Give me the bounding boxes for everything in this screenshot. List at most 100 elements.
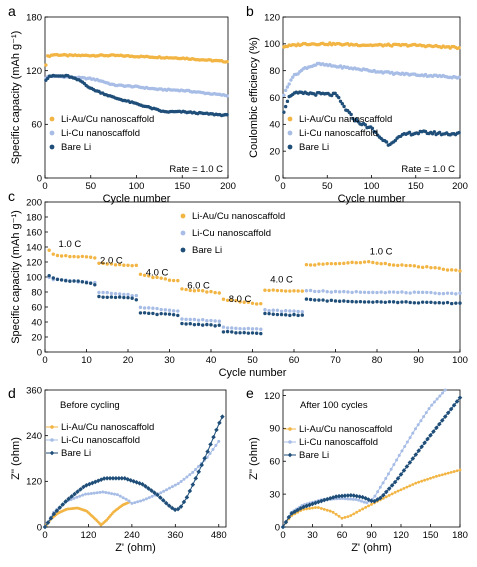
panel-e-point (393, 491, 397, 494)
panel-b-point (393, 138, 398, 143)
panel-c-point (238, 326, 242, 331)
panel-e-point (403, 444, 407, 448)
panel-c-point (101, 290, 105, 295)
panel-b-xtick-label: 100 (364, 181, 380, 192)
panel-c-point (230, 330, 234, 334)
panel-e-point (392, 463, 396, 467)
panel-c-point (122, 292, 126, 297)
panel-b-point (370, 126, 375, 131)
panel-c-point (55, 277, 60, 282)
panel-b-legend-marker (287, 130, 293, 136)
panel-a-xtick-label: 0 (42, 181, 47, 192)
panel-e-point (395, 458, 399, 462)
panel-e-point (386, 472, 390, 476)
panel-a-xtick-label: 50 (85, 181, 96, 192)
panel-e-point (298, 506, 303, 511)
panel-c-point (105, 290, 109, 295)
panel-e-point (389, 483, 395, 488)
panel-e-point (398, 472, 404, 477)
panel-c-point (93, 256, 97, 260)
panel-c-point (420, 290, 425, 295)
panel-e-ytick-label: 0 (275, 522, 280, 533)
panel-e-point (327, 496, 333, 501)
panel-d-ytick-label: 240 (26, 431, 42, 442)
panel-c-point (151, 306, 155, 310)
panel-c-point (400, 263, 404, 267)
panel-a-rate-annotation: Rate = 1.0 C (169, 164, 223, 175)
panel-a-frame (44, 16, 229, 179)
panel-d-point (194, 468, 198, 472)
panel-c-point (163, 308, 168, 312)
panel-e-point (378, 495, 383, 501)
panel-e-point (357, 494, 362, 499)
panel-c-point (142, 273, 147, 278)
panel-d-point (182, 477, 186, 481)
panel-c-point (425, 290, 429, 295)
panel-c-point (458, 269, 462, 273)
panel-b-point (432, 130, 437, 134)
panel-d-point (115, 493, 119, 497)
panel-c-point (254, 327, 259, 331)
panel-d-point (113, 475, 119, 481)
panel-e-point (369, 498, 374, 504)
panel-c-point (55, 253, 60, 258)
panel-e-point (407, 460, 413, 465)
panel-d-point (149, 488, 154, 493)
panel-c-xtick-label: 20 (123, 355, 134, 366)
panel-c-point (130, 293, 134, 298)
panel-c-xtick-label: 80 (372, 355, 383, 366)
panel-a-legend-marker (49, 116, 55, 122)
panel-d-point (185, 475, 189, 479)
panel-b-legend-label: Li-Cu nanoscaffold (299, 128, 378, 139)
panel-e-point (339, 493, 345, 499)
panel-a-point (225, 59, 229, 64)
panel-e-xtick-label: 60 (337, 530, 348, 541)
panel-e-point (328, 509, 332, 513)
panel-c-xtick-label: 50 (247, 355, 258, 366)
panel-b-xtick-label: 50 (322, 181, 333, 192)
panel-b-legend-label: Bare Li (299, 142, 329, 153)
panel-d-ytick-label: 0 (37, 522, 42, 533)
panel-c-point (362, 260, 367, 264)
panel-c-point (134, 293, 138, 298)
panel-c-point (155, 275, 159, 280)
panel-c-series-au (47, 248, 462, 306)
panel-e-point (349, 497, 353, 501)
panel-d-point (193, 476, 199, 481)
panel-d-point (48, 515, 54, 521)
panel-c-point (201, 317, 205, 322)
panel-c-point (238, 331, 242, 335)
panel-d-point (75, 495, 79, 499)
panel-c-point (84, 280, 89, 285)
panel-e-legend-marker (288, 440, 292, 444)
panel-c-point (346, 290, 350, 294)
panel-a-point (225, 94, 229, 98)
panel-e-xtick-label: 150 (423, 530, 439, 541)
panel-e-point (330, 495, 336, 500)
panel-d-point (141, 498, 145, 502)
panel-c-point (192, 317, 197, 322)
panel-c-point (441, 291, 446, 296)
panel-c-point (313, 298, 317, 302)
panel-c-point (259, 331, 263, 336)
panel-d-point (160, 498, 166, 503)
panel-c-point (246, 331, 251, 335)
panel-c-point (433, 301, 437, 305)
panel-c-point (354, 289, 358, 294)
panel-c-point (333, 299, 338, 303)
panel-e-point (443, 388, 447, 392)
panel-c-ytick-label: 200 (26, 197, 42, 208)
panel-c-point (76, 279, 80, 283)
panel-e-title: After 100 cycles (300, 400, 368, 411)
panel-c-point (342, 289, 346, 294)
panel-e-point (425, 436, 430, 442)
panel-e-point (416, 448, 421, 454)
panel-c-point (300, 289, 304, 293)
panel-c-point (246, 326, 251, 331)
panel-b-xtick-label: 200 (452, 181, 468, 192)
panel-e-xtick-label: 0 (280, 530, 285, 541)
panel-c-point (358, 260, 363, 265)
panel-c-point (88, 281, 93, 285)
panel-d-point (202, 456, 207, 461)
panel-d-point (110, 492, 114, 496)
